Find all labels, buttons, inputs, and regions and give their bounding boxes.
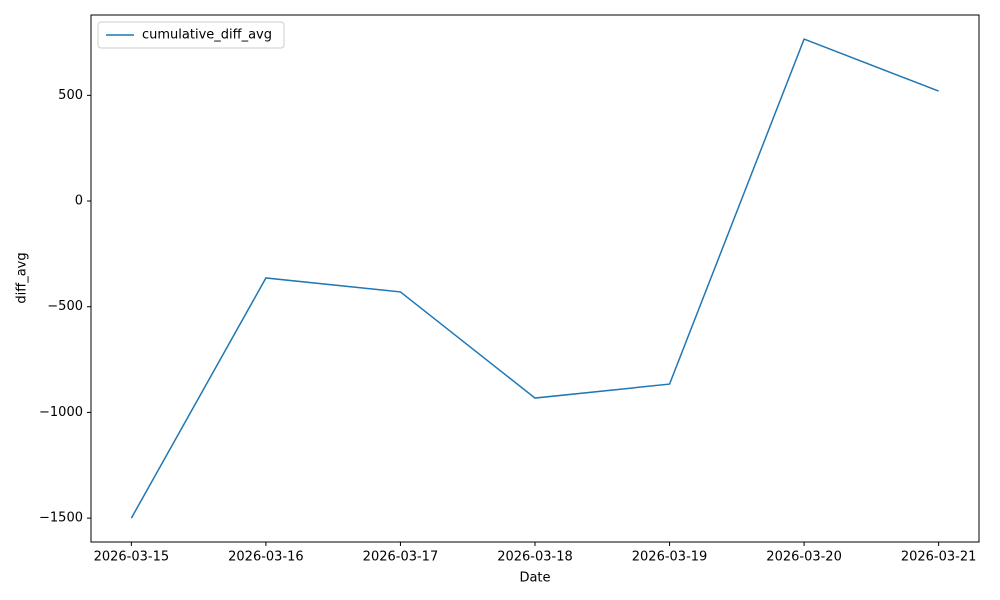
x-axis-label: Date — [519, 571, 550, 586]
y-tick-label: 500 — [58, 88, 83, 103]
y-tick-label: 0 — [75, 194, 83, 209]
x-tick-label: 2026-03-16 — [228, 550, 304, 565]
x-tick-label: 2026-03-20 — [766, 550, 842, 565]
x-tick-label: 2026-03-15 — [94, 550, 170, 565]
y-tick-label: −1000 — [39, 405, 83, 420]
x-tick-label: 2026-03-17 — [363, 550, 439, 565]
legend-box — [97, 21, 285, 49]
plot-frame — [90, 14, 980, 543]
y-axis-label: diff_avg — [15, 252, 30, 303]
y-tick-label: −1500 — [39, 511, 83, 526]
x-tick-label: 2026-03-19 — [632, 550, 708, 565]
x-tick-label: 2026-03-18 — [497, 550, 573, 565]
data-line — [130, 38, 939, 519]
x-tick-label: 2026-03-21 — [901, 550, 977, 565]
y-tick-label: −500 — [47, 299, 83, 314]
legend-label: cumulative_diff_avg — [142, 28, 272, 43]
